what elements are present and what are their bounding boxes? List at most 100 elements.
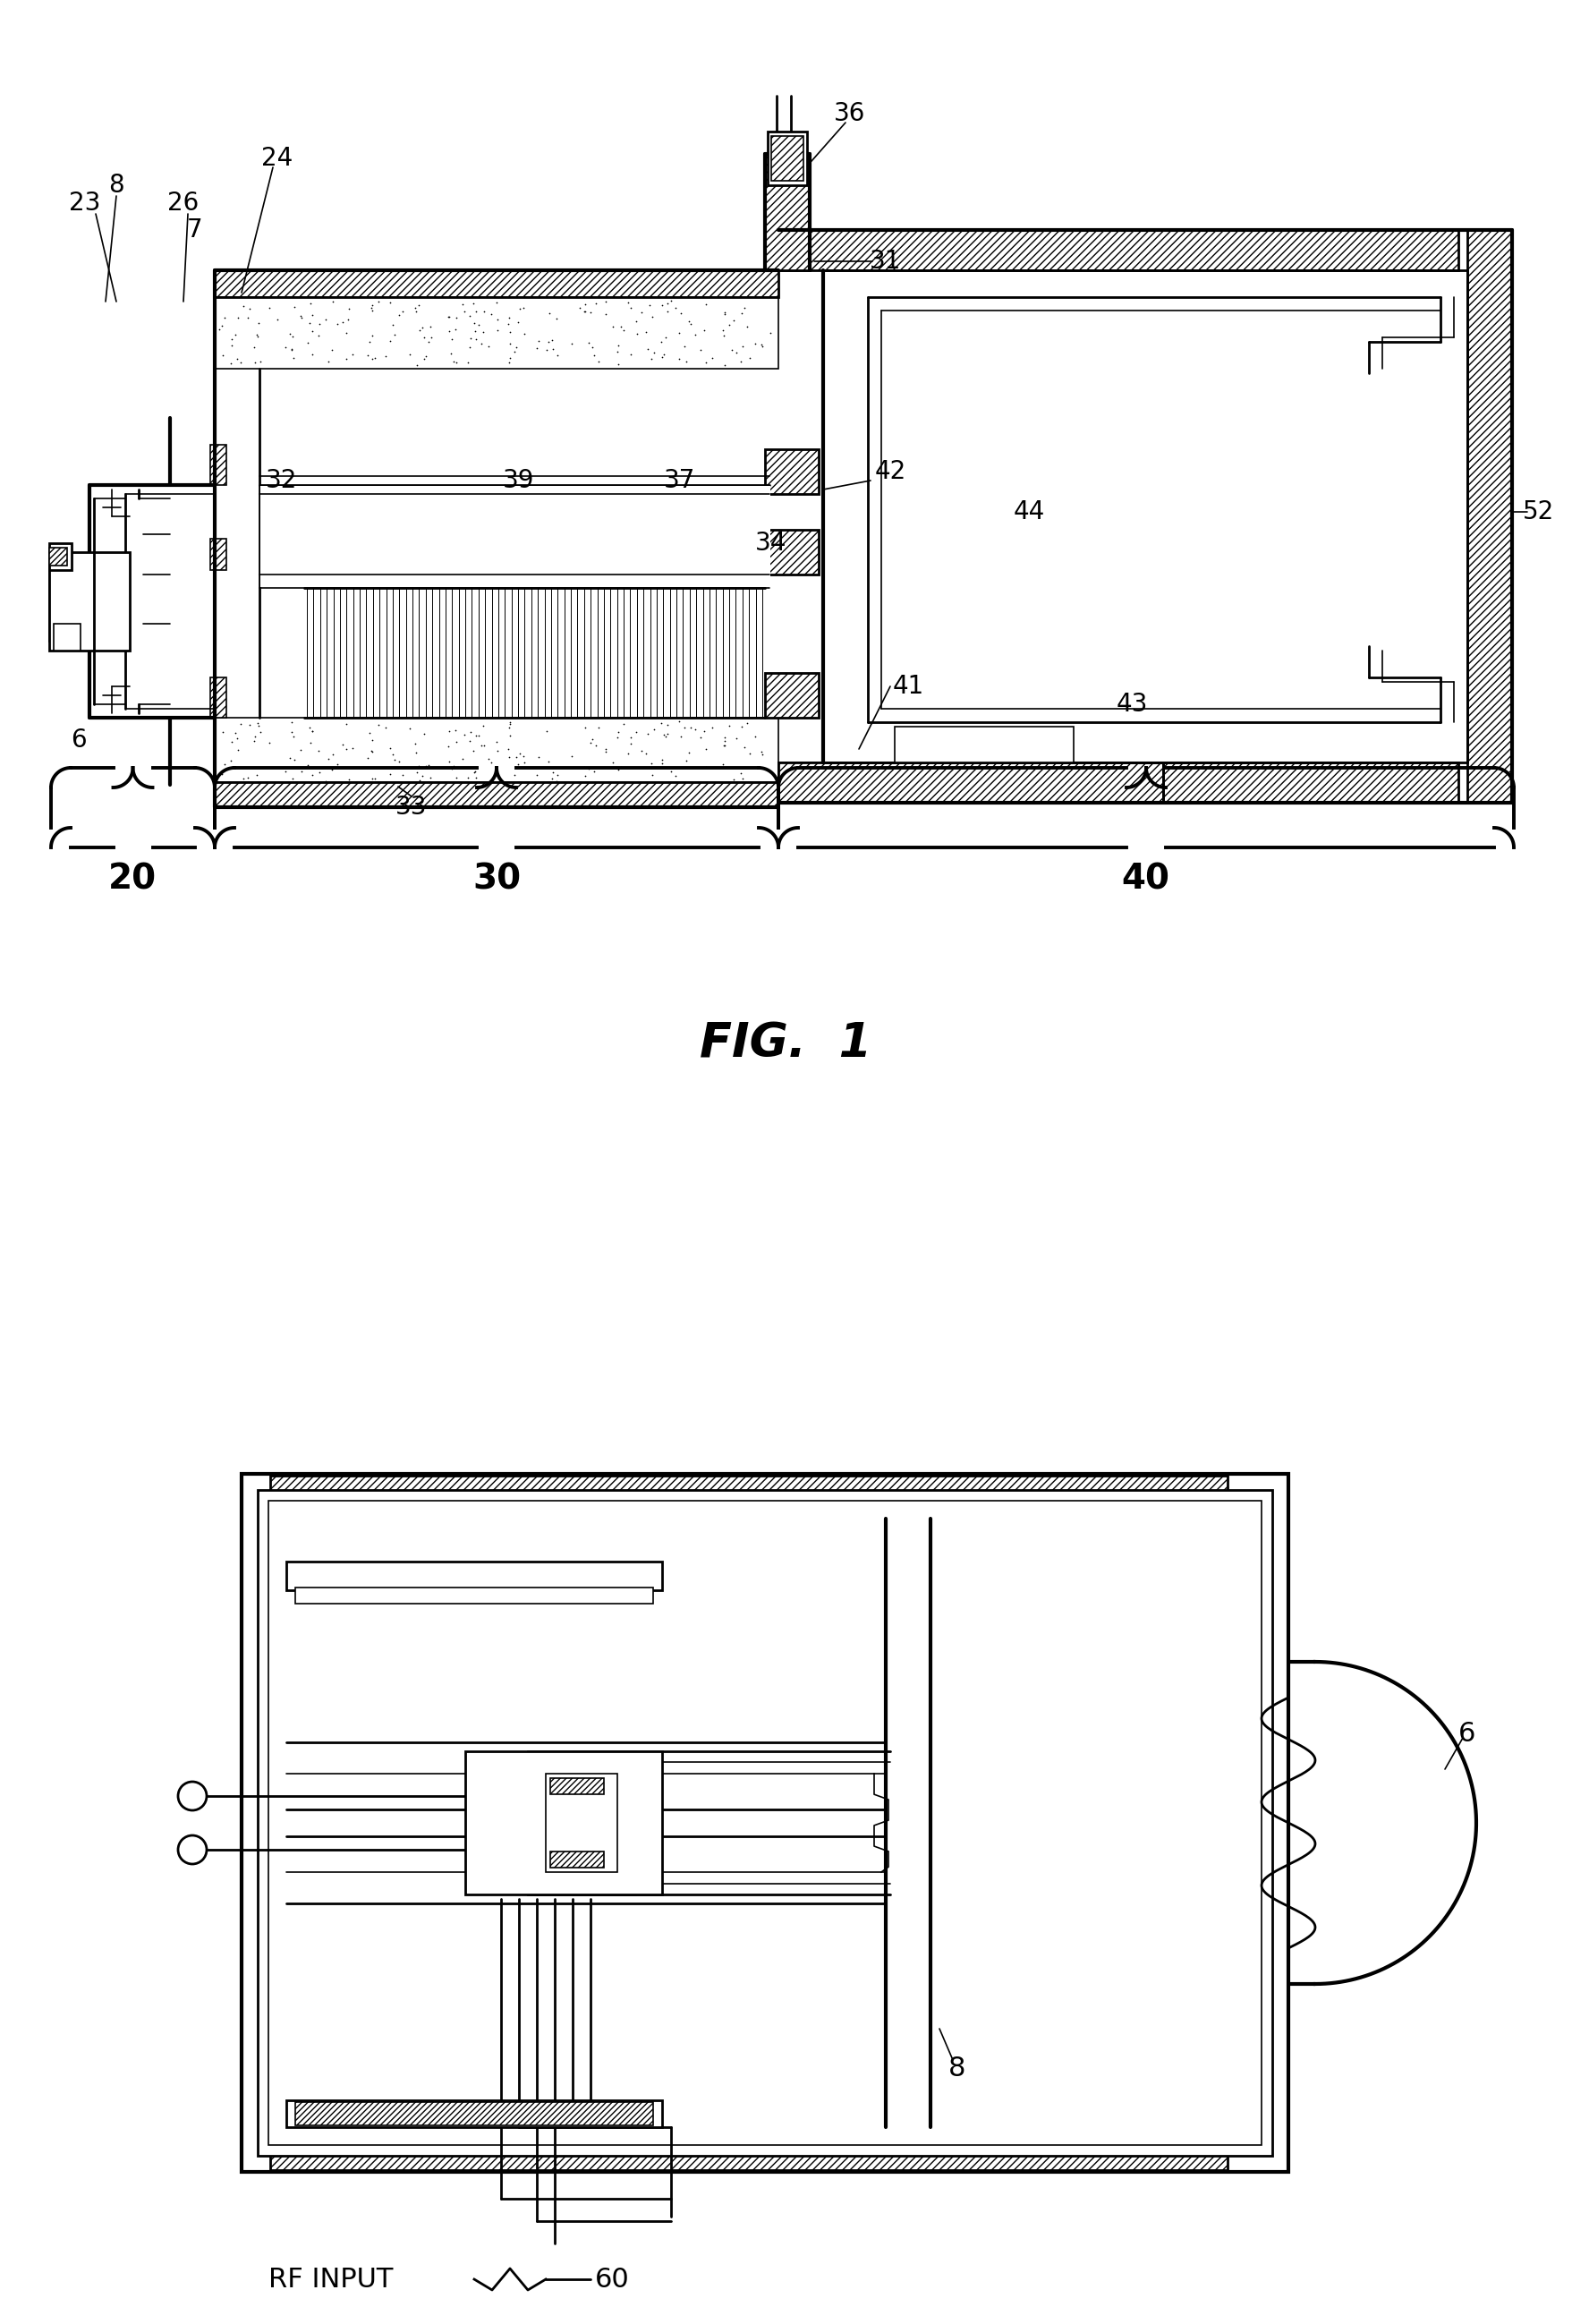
Point xyxy=(728,344,753,381)
Point xyxy=(640,297,665,335)
Point xyxy=(380,307,406,344)
Point xyxy=(586,709,612,746)
Point xyxy=(219,344,244,381)
Point xyxy=(211,337,236,374)
Point xyxy=(682,711,707,748)
Point xyxy=(586,344,612,381)
Point xyxy=(689,718,714,755)
Point xyxy=(717,307,742,344)
Point xyxy=(245,706,270,744)
Point xyxy=(407,748,432,786)
Point xyxy=(711,311,736,349)
Bar xyxy=(766,153,810,270)
Point xyxy=(501,332,527,370)
Point xyxy=(443,723,468,760)
Point xyxy=(321,284,346,321)
Point xyxy=(237,290,263,328)
Text: FIG.  1: FIG. 1 xyxy=(700,1020,871,1067)
Point xyxy=(297,709,322,746)
Point xyxy=(300,297,325,335)
Point xyxy=(712,316,737,353)
Point xyxy=(296,325,321,363)
Bar xyxy=(465,1752,662,1894)
Point xyxy=(321,737,346,774)
Point xyxy=(440,746,465,783)
Point xyxy=(280,760,305,797)
Point xyxy=(373,337,398,374)
Point xyxy=(624,713,649,751)
Point xyxy=(601,309,626,346)
Point xyxy=(635,330,660,367)
Point xyxy=(572,286,597,323)
Bar xyxy=(215,783,778,806)
Point xyxy=(712,293,737,330)
Point xyxy=(288,297,313,335)
Point xyxy=(673,709,698,746)
Point xyxy=(722,302,747,339)
Point xyxy=(663,288,689,325)
Point xyxy=(333,706,358,744)
Point xyxy=(572,748,597,786)
Point xyxy=(307,732,332,769)
Point xyxy=(402,293,428,330)
Point xyxy=(307,316,332,353)
Point xyxy=(299,337,324,374)
Point xyxy=(335,300,360,337)
Point xyxy=(594,734,619,772)
Bar xyxy=(53,623,80,651)
Point xyxy=(248,342,274,379)
Point xyxy=(380,737,406,774)
Point xyxy=(413,337,439,374)
Point xyxy=(281,339,307,376)
Point xyxy=(608,307,634,344)
Point xyxy=(649,323,674,360)
Point xyxy=(506,302,531,339)
Point xyxy=(656,293,681,330)
Point xyxy=(656,716,681,753)
Point xyxy=(366,706,391,744)
Bar xyxy=(778,762,1459,802)
Point xyxy=(465,718,490,755)
Point xyxy=(440,751,465,788)
Point xyxy=(223,316,248,353)
Point xyxy=(225,732,250,769)
Point xyxy=(472,293,497,330)
Point xyxy=(300,314,325,351)
Point xyxy=(652,718,678,755)
Point xyxy=(693,286,718,323)
Point xyxy=(435,727,461,765)
Point xyxy=(418,309,443,346)
Point xyxy=(729,295,755,332)
Point xyxy=(497,300,522,337)
Point xyxy=(737,339,762,376)
Point xyxy=(307,753,332,790)
Point xyxy=(484,300,509,337)
Point xyxy=(225,339,250,376)
Point xyxy=(692,713,717,751)
Text: 8: 8 xyxy=(108,172,124,198)
Point xyxy=(360,732,385,769)
Point xyxy=(450,741,475,779)
Point xyxy=(360,293,385,330)
Point xyxy=(462,314,487,351)
Text: 6: 6 xyxy=(71,727,86,753)
Point xyxy=(231,760,256,797)
Point xyxy=(593,730,618,767)
Point xyxy=(245,304,270,342)
Point xyxy=(212,746,237,783)
Point xyxy=(258,288,283,325)
Point xyxy=(484,284,509,321)
Point xyxy=(209,307,234,344)
Bar xyxy=(49,548,68,565)
Circle shape xyxy=(178,1836,206,1864)
Bar xyxy=(215,297,778,370)
Point xyxy=(360,720,385,758)
Point xyxy=(413,748,439,786)
Point xyxy=(497,344,522,381)
Text: 37: 37 xyxy=(663,467,696,493)
Point xyxy=(280,332,305,370)
Point xyxy=(457,297,483,335)
Point xyxy=(476,741,501,779)
Point xyxy=(495,730,520,767)
Point xyxy=(668,718,693,755)
